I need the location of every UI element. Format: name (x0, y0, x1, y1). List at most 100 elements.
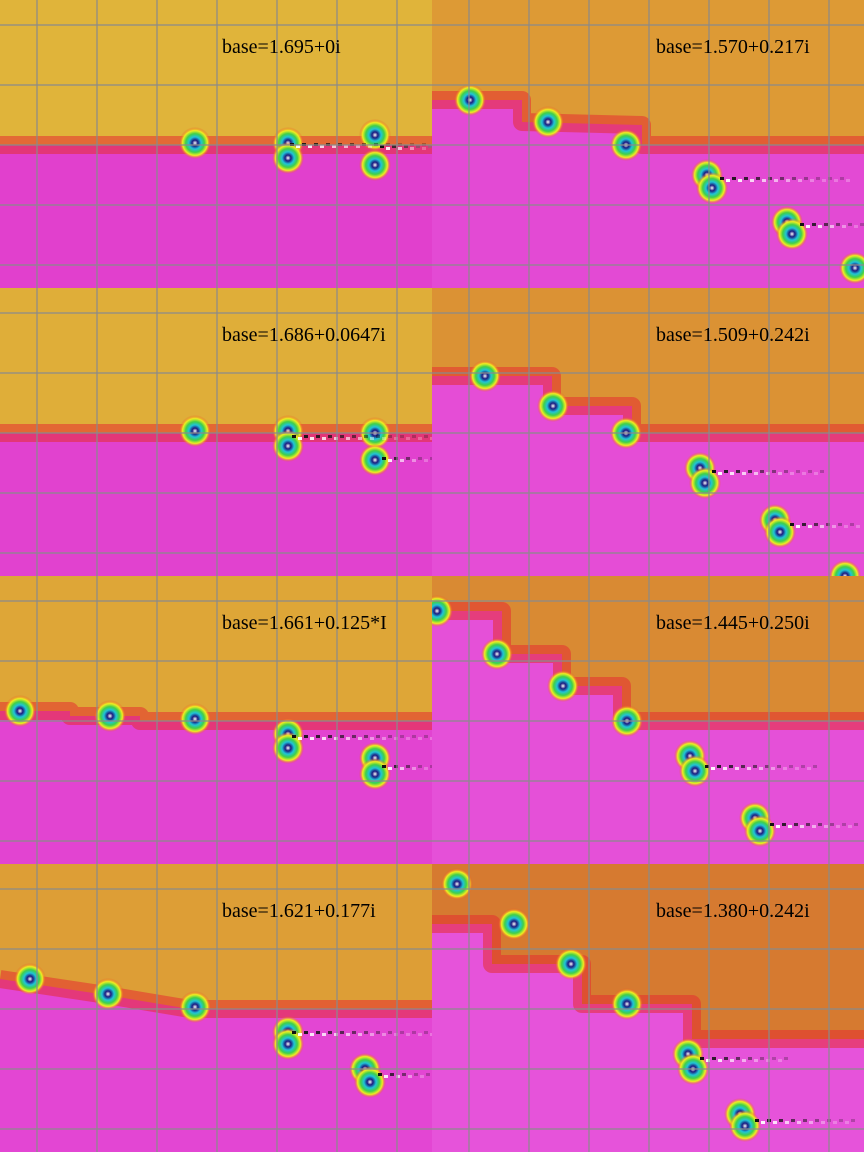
fractal-trail-mark (844, 525, 848, 528)
fractal-trail-mark (840, 177, 844, 180)
complex-map-image (432, 288, 864, 576)
singularity-mark (776, 218, 808, 250)
panel: base=1.570+0.217i (432, 0, 864, 288)
fractal-trail-mark (410, 147, 414, 150)
fractal-trail-mark (730, 472, 734, 475)
fractal-trail-mark (364, 435, 368, 438)
singularity-mark (354, 1066, 386, 1098)
fractal-trail-mark (796, 470, 800, 473)
fractal-trail-mark (756, 177, 760, 180)
fractal-trail-mark (784, 1057, 788, 1060)
fractal-trail-mark (776, 825, 780, 828)
fractal-trail-mark (406, 1033, 410, 1036)
fractal-trail-mark (712, 1057, 716, 1060)
fractal-trail-mark (730, 1059, 734, 1062)
fractal-trail-mark (412, 767, 416, 770)
fractal-trail-mark (820, 525, 824, 528)
base-label: base=1.380+0.242i (656, 900, 810, 922)
fractal-trail-mark (310, 1033, 314, 1036)
fractal-trail-mark (809, 1121, 813, 1124)
fractal-trail-mark (838, 523, 842, 526)
fractal-trail-mark (424, 767, 428, 770)
fractal-trail-mark (772, 1057, 776, 1060)
fractal-trail-mark (370, 737, 374, 740)
fractal-trail-mark (418, 765, 422, 768)
fractal-trail-mark (298, 737, 302, 740)
fractal-trail-mark (378, 1073, 382, 1076)
fractal-trail-mark (747, 767, 751, 770)
fractal-trail-mark (368, 145, 372, 148)
singularity-mark (359, 444, 391, 476)
singularity-mark (92, 978, 124, 1010)
fractal-trail-mark (394, 737, 398, 740)
fractal-trail-mark (346, 437, 350, 440)
fractal-trail-mark (400, 435, 404, 438)
fractal-trail-mark (821, 1121, 825, 1124)
fractal-trail-mark (830, 225, 834, 228)
base-label: base=1.661+0.125*I (222, 612, 387, 634)
fractal-trail-mark (785, 1121, 789, 1124)
fractal-trail-mark (732, 177, 736, 180)
fractal-trail-mark (741, 765, 745, 768)
fractal-trail-mark (430, 437, 432, 440)
fractal-trail-mark (813, 765, 817, 768)
fractal-trail-mark (406, 765, 410, 768)
fractal-trail-mark (791, 1119, 795, 1122)
fractal-trail-mark (380, 145, 384, 148)
fractal-trail-mark (310, 437, 314, 440)
fractal-trail-mark (818, 225, 822, 228)
fractal-trail-mark (384, 1075, 388, 1078)
fractal-trail-mark (412, 735, 416, 738)
lower-region (0, 433, 432, 576)
fractal-trail-mark (848, 825, 852, 828)
fractal-trail-mark (388, 767, 392, 770)
fractal-trail-mark (790, 472, 794, 475)
fractal-trail-mark (735, 767, 739, 770)
fractal-trail-mark (771, 767, 775, 770)
fractal-trail-mark (845, 1121, 849, 1124)
panel: base=1.445+0.250i (432, 576, 864, 864)
fractal-trail-mark (789, 765, 793, 768)
fractal-trail-mark (376, 735, 380, 738)
fractal-trail-mark (800, 825, 804, 828)
fractal-trail-mark (412, 459, 416, 462)
fractal-trail-mark (718, 472, 722, 475)
lower-region (432, 376, 864, 576)
fractal-trail-mark (794, 823, 798, 826)
fractal-trail-mark (848, 223, 852, 226)
fractal-trail-mark (358, 737, 362, 740)
fractal-trail-mark (414, 1073, 418, 1076)
fractal-trail-mark (406, 457, 410, 460)
singularity-mark (547, 670, 579, 702)
fractal-trail-mark (388, 1031, 392, 1034)
fractal-trail-mark (390, 1073, 394, 1076)
fractal-trail-mark (778, 1059, 782, 1062)
transition-band (0, 702, 432, 730)
fractal-trail-mark (818, 823, 822, 826)
fractal-trail-mark (408, 1075, 412, 1078)
lower-region (0, 145, 432, 288)
fractal-trail-mark (765, 765, 769, 768)
complex-map-image (432, 864, 864, 1152)
fractal-trail-mark (808, 470, 812, 473)
lower-region (432, 611, 864, 864)
fractal-trail-mark (424, 735, 428, 738)
fractal-trail-mark (394, 437, 398, 440)
fractal-trail-mark (782, 823, 786, 826)
fractal-trail-mark (304, 735, 308, 738)
fractal-trail-mark (854, 225, 858, 228)
fractal-trail-mark (404, 145, 408, 148)
fractal-trail-mark (723, 767, 727, 770)
fractal-trail-mark (424, 459, 428, 462)
fractal-trail-mark (807, 767, 811, 770)
fractal-trail-mark (851, 1119, 855, 1122)
fractal-trail-mark (808, 525, 812, 528)
singularity-mark (179, 991, 211, 1023)
fractal-trail-mark (804, 177, 808, 180)
fractal-trail-mark (406, 437, 410, 440)
fractal-trail-mark (316, 435, 320, 438)
singularity-mark (764, 516, 796, 548)
fractal-trail-mark (828, 177, 832, 180)
complex-map-image (0, 864, 432, 1152)
fractal-trail-mark (358, 437, 362, 440)
